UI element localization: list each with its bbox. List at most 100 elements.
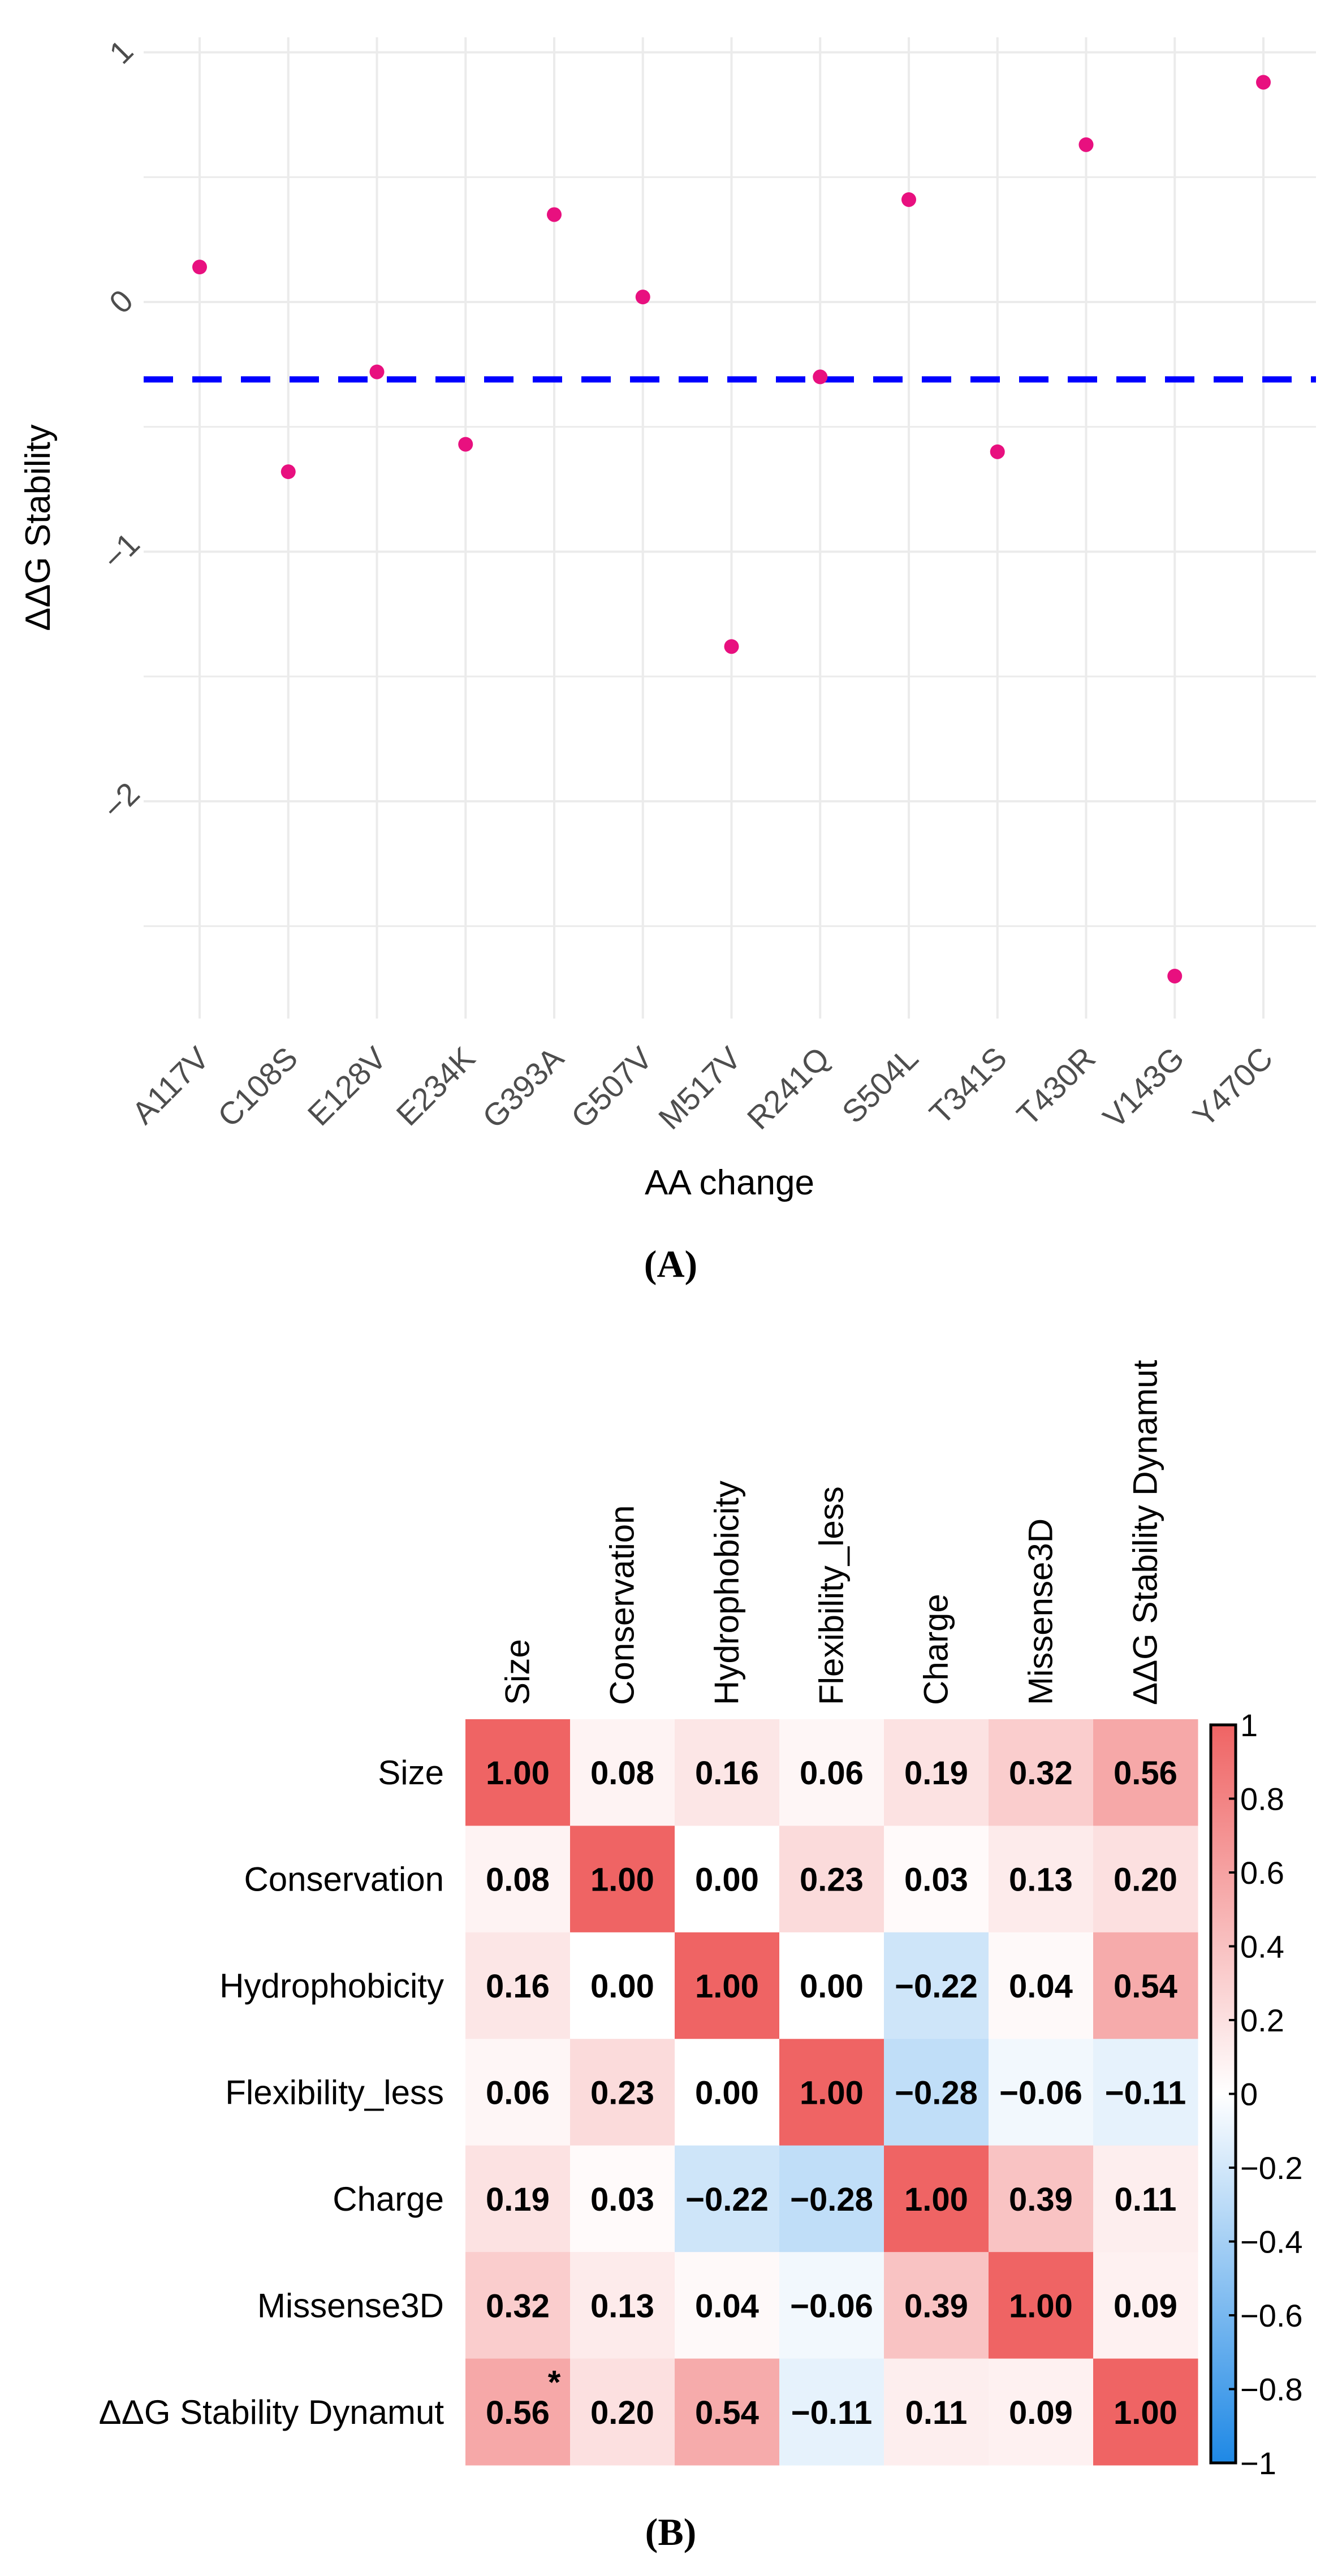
heatmap-cell — [1093, 2252, 1198, 2359]
heatmap-cell — [1093, 1932, 1198, 2039]
colorbar-tick-label: −1 — [1240, 2445, 1276, 2481]
heatmap-cell — [570, 1932, 675, 2039]
x-tick-label: T430R — [1010, 1040, 1102, 1132]
y-tick-label: −2 — [96, 775, 146, 826]
x-tick-label: E128V — [301, 1039, 394, 1132]
x-tick-label: Y470C — [1186, 1040, 1280, 1134]
heatmap-cell — [779, 2145, 884, 2253]
cell-value: 0.11 — [1115, 2181, 1177, 2218]
data-point-C108S — [281, 464, 296, 480]
heatmap-cell — [465, 2039, 571, 2146]
row-label: Missense3D — [257, 2286, 444, 2324]
cell-value: 0.09 — [1114, 2288, 1177, 2324]
cell-value: 0.19 — [904, 1755, 968, 1792]
heatmap-cell — [1093, 2145, 1198, 2253]
colorbar — [1209, 1723, 1237, 2465]
cell-value: 0.06 — [486, 2075, 550, 2112]
colorbar-tick-label: 0.8 — [1240, 1781, 1284, 1817]
heatmap-cell — [675, 1719, 780, 1826]
cell-value: 0.08 — [590, 1755, 654, 1792]
cell-value: 0.39 — [904, 2288, 968, 2324]
heatmap-cell — [779, 1719, 884, 1826]
cell-value: 0.03 — [590, 2181, 654, 2218]
cell-value: 0.32 — [486, 2288, 550, 2324]
cell-value: −0.28 — [895, 2075, 978, 2112]
cell-value: 0.08 — [486, 1862, 550, 1898]
cell-value: −0.06 — [790, 2288, 873, 2324]
cell-value: 1.00 — [486, 1755, 550, 1792]
heatmap-cell — [989, 2252, 1094, 2359]
cell-value: 0.23 — [590, 2075, 654, 2112]
cell-value: 0.04 — [695, 2288, 759, 2324]
heatmap-cell — [989, 2358, 1094, 2466]
heatmap-cell — [884, 2358, 989, 2466]
column-label: Charge — [917, 1594, 955, 1705]
colorbar-tick-label: 0.4 — [1240, 1929, 1284, 1965]
data-point-A117V — [192, 260, 207, 275]
column-label: Missense3D — [1022, 1518, 1060, 1705]
row-label: Size — [378, 1754, 444, 1792]
heatmap-cell — [989, 1932, 1094, 2039]
y-tick-label: 1 — [102, 33, 140, 71]
data-point-E234K — [458, 437, 473, 452]
panel-label-a: (A) — [644, 1242, 697, 1285]
data-point-V143G — [1167, 968, 1183, 983]
colorbar-tick-label: 0 — [1240, 2077, 1258, 2112]
heatmap-cell — [1093, 2039, 1198, 2146]
cell-value: 0.11 — [905, 2394, 968, 2431]
heatmap-cell — [1093, 1826, 1198, 1933]
heatmap-cell — [779, 2039, 884, 2146]
x-tick-label: E234K — [389, 1040, 481, 1132]
cell-value: 0.04 — [1009, 1968, 1073, 2005]
x-tick-label: M517V — [651, 1039, 748, 1136]
heatmap-cell — [779, 1826, 884, 1933]
heatmap-cell — [465, 2145, 571, 2253]
heatmap-cell — [465, 2358, 571, 2466]
cell-value: 0.16 — [486, 1968, 550, 2005]
cell-value: 1.00 — [695, 1968, 759, 2005]
x-axis-title: AA change — [645, 1163, 814, 1202]
column-label: Hydrophobicity — [708, 1481, 746, 1705]
heatmap-cell — [779, 2358, 884, 2466]
cell-value: 1.00 — [590, 1862, 654, 1898]
cell-value: −0.28 — [790, 2181, 873, 2218]
cell-value: 0.00 — [695, 1862, 759, 1898]
row-label: Hydrophobicity — [219, 1967, 444, 2005]
x-tick-label: A117V — [125, 1039, 216, 1130]
heatmap-cell — [989, 1719, 1094, 1826]
cell-value: 0.56 — [1114, 1755, 1177, 1792]
heatmap-cell — [675, 2145, 780, 2253]
heatmap-cell — [779, 1932, 884, 2039]
column-label: Size — [499, 1639, 537, 1705]
cell-value: 0.39 — [1009, 2181, 1073, 2218]
row-label: Charge — [333, 2180, 444, 2218]
colorbar-tick-label: −0.2 — [1240, 2150, 1303, 2186]
cell-value: 0.03 — [904, 1862, 968, 1898]
cell-value: 1.00 — [800, 2075, 864, 2112]
cell-value: 0.13 — [1009, 1862, 1073, 1898]
data-point-G507V — [635, 290, 650, 305]
heatmap-cell — [989, 2145, 1094, 2253]
heatmap-cell — [675, 2358, 780, 2466]
heatmap-cell — [1093, 2358, 1198, 2466]
cell-value: −0.11 — [791, 2394, 873, 2431]
heatmap-cell — [570, 2039, 675, 2146]
colorbar-tick-label: 1 — [1240, 1707, 1258, 1743]
x-tick-label: R241Q — [740, 1040, 836, 1136]
heatmap-cell — [884, 2039, 989, 2146]
heatmap-cell — [570, 1826, 675, 1933]
cell-value: 0.56 — [486, 2394, 550, 2431]
scatter-panel: 1 0 −1 −2 A117VC108SE128VE234KG393AG507VM517… — [19, 33, 1316, 1285]
cell-value: 0.00 — [695, 2075, 759, 2112]
row-label: ΔΔG Stability Dynamut — [99, 2393, 445, 2431]
heatmap-cell — [570, 2252, 675, 2359]
x-tick-label: G507V — [564, 1039, 659, 1134]
heatmap-cell — [884, 1932, 989, 2039]
cell-value: 0.06 — [800, 1755, 864, 1792]
cell-value: 0.54 — [1114, 1968, 1177, 2005]
x-tick-label: G393A — [476, 1039, 571, 1134]
heatmap-cell — [570, 2358, 675, 2466]
heatmap-cell — [1093, 1719, 1198, 1826]
heatmap-cell — [989, 2039, 1094, 2146]
